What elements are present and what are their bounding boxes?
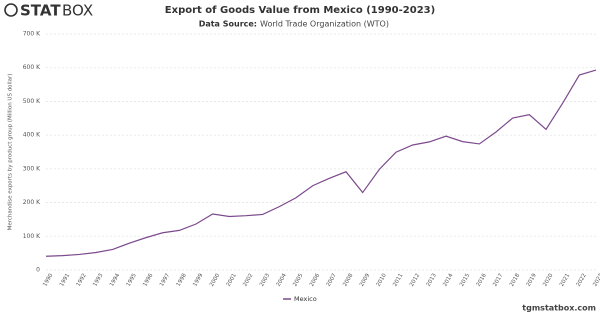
x-tick-label: 2010 bbox=[376, 272, 388, 288]
x-tick-label: 1995 bbox=[126, 272, 138, 288]
x-tick-label: 1991 bbox=[59, 273, 71, 288]
subtitle-label: Data Source: bbox=[199, 20, 257, 29]
logo-icon bbox=[4, 3, 18, 17]
y-tick-label: 700 K bbox=[23, 31, 41, 38]
y-tick-label: 400 K bbox=[23, 132, 41, 139]
x-tick-label: 2019 bbox=[526, 272, 538, 288]
x-tick-label: 1990 bbox=[42, 272, 54, 288]
x-tick-label: 1996 bbox=[142, 272, 154, 288]
x-tick-label: 2007 bbox=[326, 272, 338, 288]
x-tick-label: 2015 bbox=[459, 272, 471, 288]
x-tick-label: 2005 bbox=[292, 272, 304, 288]
y-tick-label: 0 bbox=[36, 267, 40, 274]
x-tick-label: 1997 bbox=[159, 272, 171, 288]
x-tick-label: 1992 bbox=[76, 273, 88, 288]
footer: tgmstatbox.com bbox=[522, 304, 596, 313]
x-tick-label: 2023 bbox=[592, 272, 600, 288]
legend-label: Mexico bbox=[294, 295, 317, 303]
x-tick-label: 2002 bbox=[242, 273, 254, 288]
x-tick-label: 1999 bbox=[192, 272, 204, 288]
x-tick-label: 1994 bbox=[109, 272, 121, 288]
logo: STAT BOX bbox=[4, 2, 93, 20]
x-tick-label: 2001 bbox=[226, 273, 238, 288]
x-tick-label: 2022 bbox=[576, 273, 588, 288]
x-tick-label: 2000 bbox=[209, 272, 221, 288]
y-tick-label: 100 K bbox=[23, 233, 41, 240]
x-tick-label: 2012 bbox=[409, 273, 421, 288]
y-axis-label: Merchandise exports by product group (Mi… bbox=[8, 74, 14, 231]
y-tick-label: 200 K bbox=[23, 199, 41, 206]
x-tick-label: 2016 bbox=[476, 272, 488, 288]
chart-title: Export of Goods Value from Mexico (1990-… bbox=[165, 5, 435, 16]
x-tick-label: 2006 bbox=[309, 272, 321, 288]
x-tick-label: 2020 bbox=[542, 272, 554, 288]
x-tick-label: 2008 bbox=[342, 272, 354, 288]
x-tick-label: 2009 bbox=[359, 272, 371, 288]
x-tick-label: 2021 bbox=[559, 273, 571, 288]
x-tick-label: 2018 bbox=[509, 272, 521, 288]
data-line bbox=[45, 69, 597, 257]
x-tick-label: 1993 bbox=[92, 272, 104, 288]
x-tick-label: 2003 bbox=[259, 272, 271, 288]
y-tick-label: 300 K bbox=[23, 165, 41, 172]
y-tick-label: 600 K bbox=[23, 64, 41, 71]
x-tick-label: 2004 bbox=[276, 272, 288, 288]
x-tick-label: 2014 bbox=[442, 272, 454, 288]
x-tick-label: 2013 bbox=[426, 272, 438, 288]
logo-text: BOX bbox=[62, 2, 93, 20]
x-tick-label: 2017 bbox=[492, 272, 504, 288]
chart-subtitle: World Trade Organization (WTO) bbox=[260, 20, 389, 29]
logo-text: STAT bbox=[20, 2, 61, 20]
x-tick-label: 2011 bbox=[392, 273, 404, 288]
y-tick-label: 500 K bbox=[23, 98, 41, 105]
x-tick-label: 1998 bbox=[176, 272, 188, 288]
